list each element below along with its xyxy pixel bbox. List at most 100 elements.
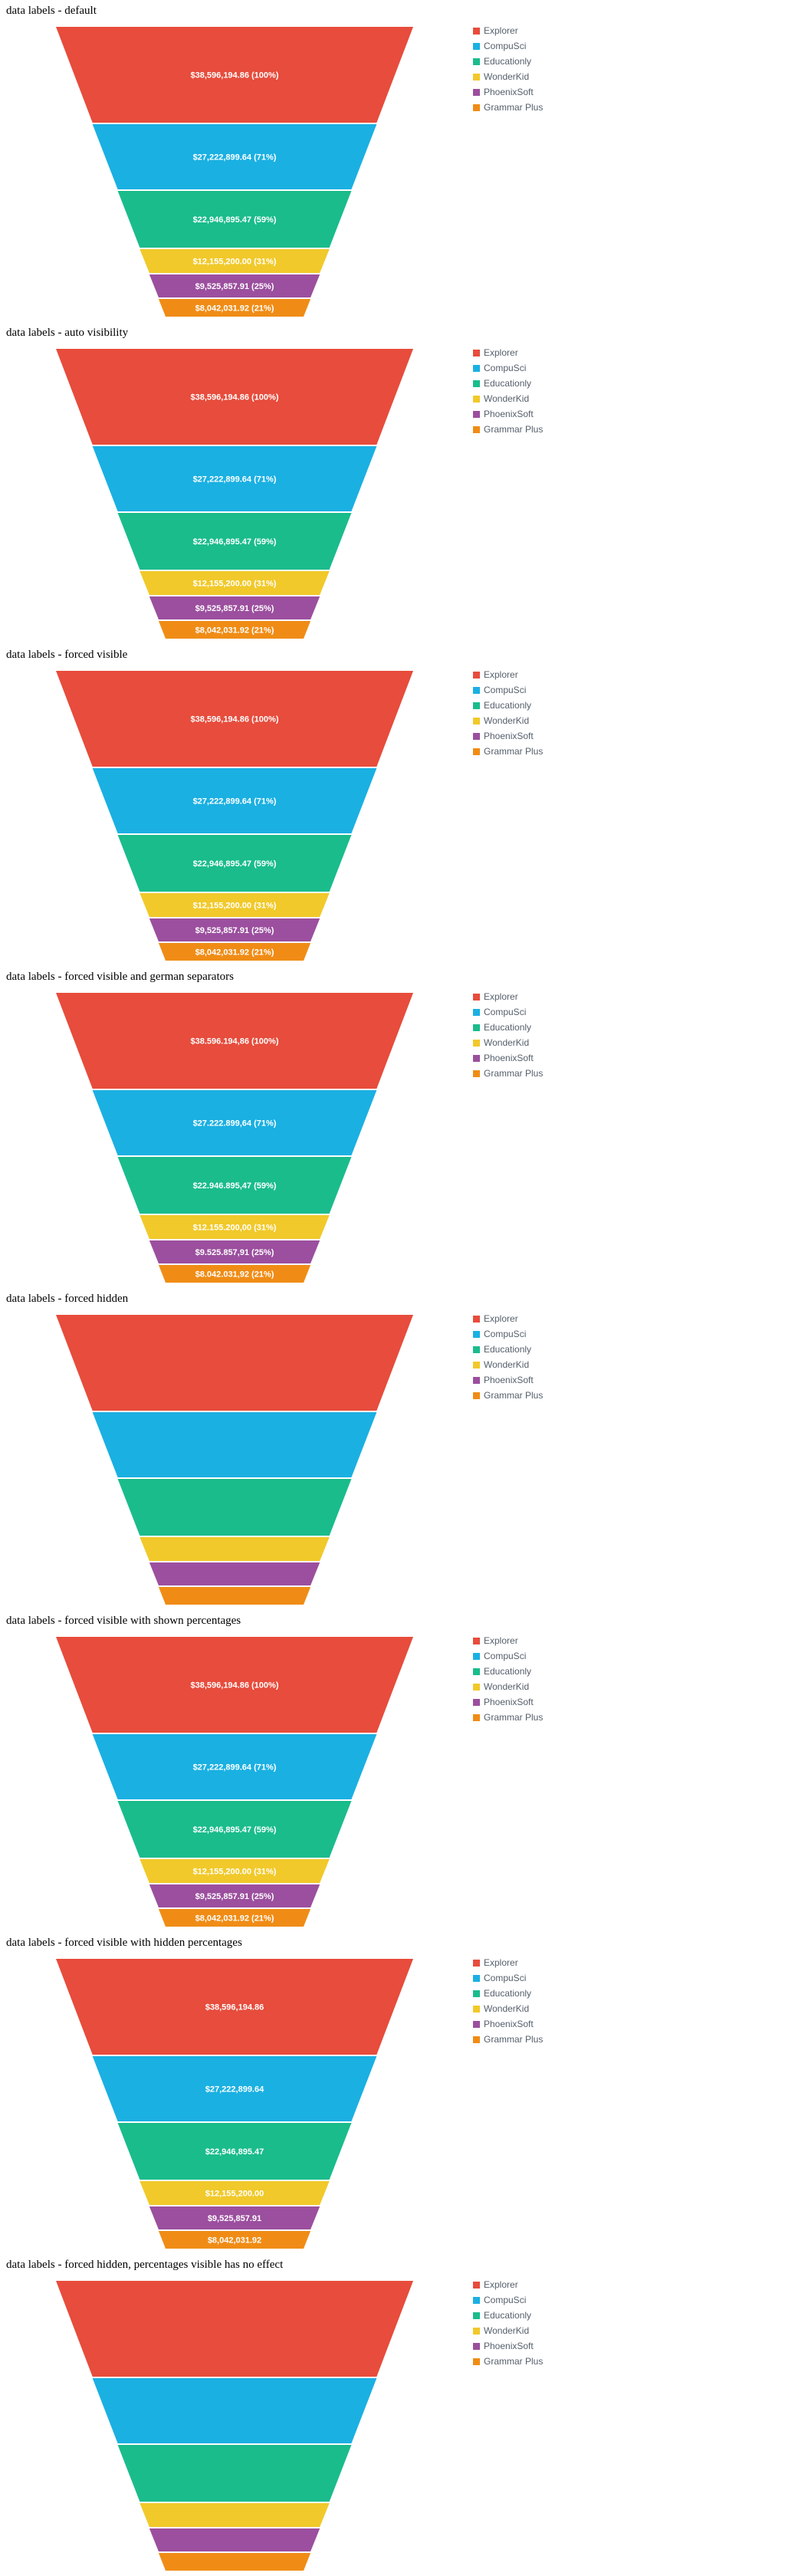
funnel-segment-educationly[interactable] [117, 1157, 352, 1214]
funnel-segment-phoenixsoft[interactable] [149, 1884, 320, 1907]
funnel-segment-phoenixsoft[interactable] [149, 2206, 320, 2229]
legend-item[interactable]: WonderKid [473, 69, 626, 84]
legend-item[interactable]: Grammar Plus [473, 1066, 626, 1081]
funnel-segment-grammar-plus[interactable] [158, 2231, 311, 2249]
funnel-segment-educationly[interactable] [117, 1479, 352, 1536]
funnel-segment-phoenixsoft[interactable] [149, 596, 320, 619]
legend-item[interactable]: Grammar Plus [473, 1388, 626, 1403]
funnel-segment-compusci[interactable] [92, 2378, 377, 2443]
legend-item[interactable]: PhoenixSoft [473, 2016, 626, 2032]
funnel-segment-compusci[interactable] [92, 124, 377, 189]
legend-item[interactable]: Educationly [473, 1664, 626, 1679]
funnel-segment-wonderkid[interactable] [140, 893, 330, 917]
funnel-segment-educationly[interactable] [117, 2445, 352, 2502]
funnel-chart-panel: data labels - auto visibility $38,596,194… [0, 322, 785, 644]
funnel-segment-compusci[interactable] [92, 1734, 377, 1799]
funnel-segment-educationly[interactable] [117, 835, 352, 892]
funnel-segment-educationly[interactable] [117, 513, 352, 570]
legend-item[interactable]: Explorer [473, 1955, 626, 1970]
legend-item[interactable]: Explorer [473, 1311, 626, 1326]
funnel-chart [56, 1315, 413, 1605]
legend-item[interactable]: Explorer [473, 667, 626, 682]
funnel-segment-grammar-plus[interactable] [158, 1909, 311, 1927]
legend-item[interactable]: Grammar Plus [473, 744, 626, 759]
funnel-segment-explorer[interactable] [56, 349, 413, 445]
legend-item[interactable]: Educationly [473, 2308, 626, 2323]
legend-item[interactable]: Grammar Plus [473, 100, 626, 115]
legend-item[interactable]: Educationly [473, 1342, 626, 1357]
funnel-segment-compusci[interactable] [92, 2056, 377, 2121]
legend-item[interactable]: CompuSci [473, 38, 626, 54]
legend-item[interactable]: Grammar Plus [473, 2354, 626, 2369]
legend-item[interactable]: PhoenixSoft [473, 728, 626, 744]
funnel-segment-grammar-plus[interactable] [158, 1265, 311, 1283]
legend-item[interactable]: Grammar Plus [473, 422, 626, 437]
legend-item[interactable]: Explorer [473, 23, 626, 38]
funnel-segment-grammar-plus[interactable] [158, 621, 311, 639]
funnel-segment-wonderkid[interactable] [140, 1859, 330, 1883]
funnel-segment-compusci[interactable] [92, 768, 377, 833]
legend-item[interactable]: CompuSci [473, 1648, 626, 1664]
legend-item[interactable]: Explorer [473, 989, 626, 1004]
funnel-segment-compusci[interactable] [92, 1412, 377, 1477]
legend-item[interactable]: CompuSci [473, 682, 626, 698]
funnel-segment-explorer[interactable] [56, 1315, 413, 1411]
legend-item[interactable]: WonderKid [473, 713, 626, 728]
legend-item[interactable]: PhoenixSoft [473, 2338, 626, 2354]
legend-item[interactable]: Educationly [473, 1986, 626, 2001]
legend-item[interactable]: WonderKid [473, 2323, 626, 2338]
legend-item[interactable]: CompuSci [473, 1970, 626, 1986]
legend-item[interactable]: PhoenixSoft [473, 1050, 626, 1066]
legend-item[interactable]: WonderKid [473, 2001, 626, 2016]
legend-item[interactable]: WonderKid [473, 1679, 626, 1694]
legend-label: WonderKid [484, 71, 530, 82]
funnel-segment-wonderkid[interactable] [140, 2181, 330, 2205]
legend-item[interactable]: CompuSci [473, 1326, 626, 1342]
legend-item[interactable]: Educationly [473, 376, 626, 391]
legend-item[interactable]: Explorer [473, 2277, 626, 2292]
funnel-segment-phoenixsoft[interactable] [149, 1240, 320, 1263]
funnel-segment-explorer[interactable] [56, 671, 413, 767]
legend-item[interactable]: WonderKid [473, 391, 626, 406]
funnel-segment-wonderkid[interactable] [140, 1215, 330, 1239]
legend-item[interactable]: Educationly [473, 1020, 626, 1035]
funnel-segment-educationly[interactable] [117, 1801, 352, 1858]
funnel-segment-phoenixsoft[interactable] [149, 918, 320, 941]
legend-item[interactable]: Educationly [473, 54, 626, 69]
funnel-segment-phoenixsoft[interactable] [149, 2528, 320, 2551]
funnel-segment-explorer[interactable] [56, 27, 413, 123]
funnel-segment-grammar-plus[interactable] [158, 1587, 311, 1605]
legend-item[interactable]: Explorer [473, 1633, 626, 1648]
funnel-segment-wonderkid[interactable] [140, 249, 330, 273]
funnel-segment-phoenixsoft[interactable] [149, 1562, 320, 1585]
legend-item[interactable]: WonderKid [473, 1035, 626, 1050]
legend-item[interactable]: PhoenixSoft [473, 1694, 626, 1710]
legend-item[interactable]: PhoenixSoft [473, 84, 626, 100]
legend-item[interactable]: Grammar Plus [473, 1710, 626, 1725]
funnel-segment-grammar-plus[interactable] [158, 943, 311, 961]
funnel-segment-explorer[interactable] [56, 2281, 413, 2377]
legend-item[interactable]: Grammar Plus [473, 2032, 626, 2047]
legend-item[interactable]: CompuSci [473, 1004, 626, 1020]
legend-item[interactable]: CompuSci [473, 2292, 626, 2308]
funnel-segment-wonderkid[interactable] [140, 1537, 330, 1561]
funnel-segment-explorer[interactable] [56, 1637, 413, 1733]
legend-item[interactable]: WonderKid [473, 1357, 626, 1372]
legend-item[interactable]: PhoenixSoft [473, 1372, 626, 1388]
funnel-segment-compusci[interactable] [92, 446, 377, 511]
legend-label: WonderKid [484, 715, 530, 726]
legend-item[interactable]: CompuSci [473, 360, 626, 376]
funnel-segment-explorer[interactable] [56, 993, 413, 1089]
legend-item[interactable]: Explorer [473, 345, 626, 360]
legend-item[interactable]: PhoenixSoft [473, 406, 626, 422]
funnel-segment-educationly[interactable] [117, 2123, 352, 2180]
funnel-segment-wonderkid[interactable] [140, 2503, 330, 2527]
legend-item[interactable]: Educationly [473, 698, 626, 713]
funnel-segment-explorer[interactable] [56, 1959, 413, 2055]
funnel-segment-educationly[interactable] [117, 191, 352, 248]
funnel-segment-phoenixsoft[interactable] [149, 274, 320, 297]
funnel-segment-grammar-plus[interactable] [158, 2553, 311, 2571]
funnel-segment-wonderkid[interactable] [140, 571, 330, 595]
funnel-segment-compusci[interactable] [92, 1090, 377, 1155]
funnel-segment-grammar-plus[interactable] [158, 299, 311, 317]
